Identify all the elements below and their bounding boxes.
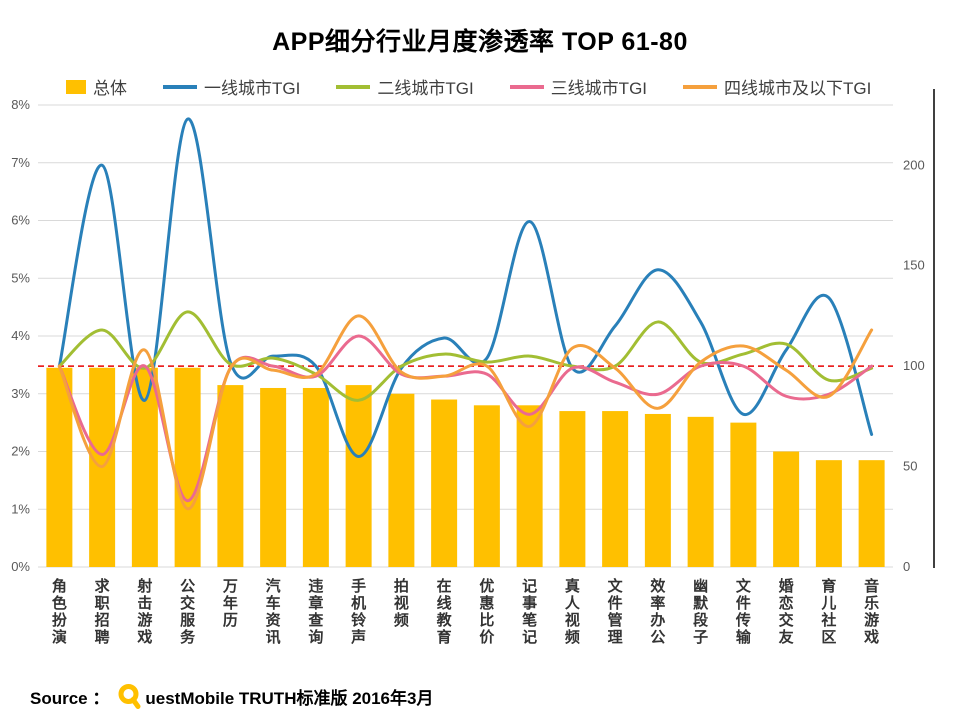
left-axis-tick: 8% [11, 97, 30, 112]
category-label: 拍视频 [393, 578, 409, 629]
category-label: 优惠比价 [479, 578, 495, 646]
legend-label: 二线城市TGI [377, 79, 474, 98]
bar-总体 [260, 387, 287, 567]
category-label: 婚恋交友 [778, 578, 794, 646]
left-axis-tick: 6% [11, 213, 30, 228]
questmobile-q-logo [118, 684, 141, 709]
category-label: 真人视频 [564, 578, 580, 646]
category-label: 手机铃声 [351, 578, 367, 646]
category-label: 角色扮演 [51, 578, 67, 646]
bar-总体 [815, 460, 842, 567]
legend-item: 四线城市及以下TGI [683, 74, 871, 99]
bar-总体 [46, 367, 73, 567]
source-label: Source ： [30, 688, 110, 708]
bar-总体 [302, 387, 329, 567]
right-axis-tick: 100 [903, 358, 925, 373]
category-label: 汽车资讯 [265, 578, 281, 646]
bar-总体 [559, 411, 586, 567]
left-axis-tick: 3% [11, 386, 30, 401]
category-label: 记事笔记 [522, 578, 538, 646]
bar-总体 [131, 367, 158, 567]
bar-总体 [388, 393, 415, 567]
left-axis-tick: 2% [11, 444, 30, 459]
line-series-四线城市及以下TGI [57, 314, 874, 511]
line-series-一线城市TGI [57, 117, 874, 459]
source-line: Source ： uestMobile TRUTH标准版 2016年3月 [30, 683, 433, 709]
right-axis-tick: 0 [903, 559, 910, 574]
category-label: 违章查询 [308, 578, 324, 646]
bar-总体 [773, 451, 800, 567]
chart-legend: 总体 一线城市TGI 二线城市TGI 三线城市TGI 四线城市及以下TGI [66, 74, 871, 99]
legend-label: 一线城市TGI [204, 79, 301, 98]
bar-总体 [687, 416, 714, 567]
left-axis-tick: 0% [11, 559, 30, 574]
bar-总体 [345, 385, 372, 567]
category-label: 幽默段子 [693, 578, 709, 646]
legend-item: 三线城市TGI [509, 74, 648, 99]
right-axis-tick: 200 [903, 157, 925, 172]
left-axis-tick: 4% [11, 328, 30, 343]
legend-label: 总体 [93, 79, 127, 98]
legend-line-swatch [336, 84, 371, 89]
left-axis-tick: 5% [11, 270, 30, 285]
category-label: 求职招聘 [94, 578, 110, 646]
bar-总体 [174, 367, 201, 567]
legend-bar-swatch [66, 79, 86, 94]
legend-line-swatch [509, 84, 544, 89]
category-label: 文件传输 [735, 578, 751, 646]
legend-item: 一线城市TGI [163, 74, 300, 99]
bar-总体 [431, 399, 458, 567]
legend-label: 四线城市及以下TGI [724, 79, 872, 98]
right-axis-tick: 150 [903, 258, 925, 273]
line-series-二线城市TGI [57, 310, 874, 402]
bar-总体 [516, 405, 543, 567]
bar-总体 [858, 460, 885, 567]
source-text: uestMobile TRUTH标准版 2016年3月 [145, 688, 434, 708]
bar-总体 [602, 411, 629, 567]
right-axis-tick: 50 [903, 459, 917, 474]
bar-总体 [730, 422, 757, 567]
category-label: 在线教育 [436, 578, 452, 646]
category-label: 射击游戏 [137, 578, 153, 646]
category-label: 音乐游戏 [864, 578, 880, 646]
left-axis-tick: 1% [11, 501, 30, 516]
category-label: 万年历 [222, 578, 238, 629]
page-title: APP细分行业月度渗透率 TOP 61-80 [272, 28, 688, 56]
bar-总体 [217, 385, 244, 567]
left-axis-tick: 7% [11, 155, 30, 170]
bar-总体 [644, 413, 671, 567]
category-label: 育儿社区 [821, 578, 837, 646]
category-label: 效率办公 [650, 578, 666, 646]
legend-item: 二线城市TGI [336, 74, 474, 99]
category-label: 文件管理 [607, 578, 623, 646]
legend-label: 三线城市TGI [550, 79, 648, 98]
category-label: 公交服务 [180, 578, 196, 646]
legend-line-swatch [163, 84, 197, 89]
legend-item: 总体 [66, 74, 127, 99]
bar-总体 [473, 405, 500, 567]
legend-line-swatch [683, 84, 718, 89]
